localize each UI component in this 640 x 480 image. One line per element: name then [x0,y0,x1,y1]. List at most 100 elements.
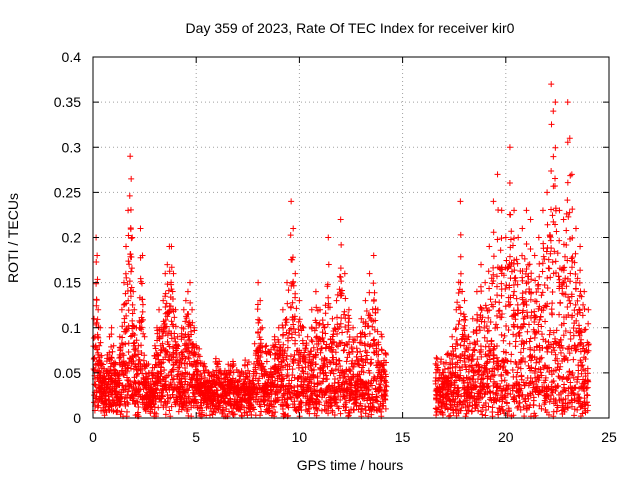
data-point [162,411,169,418]
data-point [212,355,219,362]
data-point [369,323,376,330]
data-point [288,303,295,310]
data-point [490,346,497,353]
data-point [486,243,493,250]
data-point [163,404,170,411]
data-point [159,332,166,339]
data-point [515,381,522,388]
data-point [573,346,580,353]
data-point [266,394,273,401]
data-point [548,245,555,252]
data-point [541,281,548,288]
data-point [501,377,508,384]
data-point [575,373,582,380]
data-point [526,338,533,345]
data-point [293,305,300,312]
data-point [572,225,579,232]
data-point [306,410,313,417]
data-point [336,372,343,379]
data-point [503,400,510,407]
data-point [493,342,500,349]
data-point [198,375,205,382]
data-point [548,306,555,313]
data-point [503,369,510,376]
data-point [514,404,521,411]
data-point [564,197,571,204]
data-point [526,261,533,268]
data-point [454,385,461,392]
data-point [313,392,320,399]
data-point [517,385,524,392]
data-point [515,234,522,241]
data-point [192,398,199,405]
data-point [281,411,288,418]
data-point [503,257,510,264]
data-point [525,273,532,280]
data-point [109,348,116,355]
data-point [544,274,551,281]
data-point [494,395,501,402]
data-point [237,406,244,413]
data-point [133,398,140,405]
data-point [537,355,544,362]
data-point [293,392,300,399]
data-point [169,376,176,383]
data-point [372,397,379,404]
data-point [520,404,527,411]
data-point [127,287,134,294]
data-point [536,344,543,351]
data-point [495,308,502,315]
data-point [316,320,323,327]
data-point [485,403,492,410]
data-point [568,255,575,262]
data-point [187,328,194,335]
data-point [331,325,338,332]
data-point [170,366,177,373]
data-point [125,401,132,408]
data-point [302,393,309,400]
data-point [348,344,355,351]
data-point [466,394,473,401]
data-point [284,366,291,373]
data-point [458,405,465,412]
data-point [569,370,576,377]
data-point [499,364,506,371]
data-point [286,326,293,333]
data-point [506,407,513,414]
data-point [367,406,374,413]
data-point [545,256,552,263]
data-point [285,404,292,411]
data-point [335,393,342,400]
data-point [585,320,592,327]
data-point [531,347,538,354]
data-point [189,306,196,313]
data-point [297,403,304,410]
data-point [558,342,565,349]
data-point [544,345,551,352]
data-point [447,369,454,376]
data-point [281,350,288,357]
data-point [271,333,278,340]
data-point [337,320,344,327]
data-point [561,279,568,286]
data-point [528,276,535,283]
data-point [235,369,242,376]
data-point [334,314,341,321]
data-point [337,265,344,272]
data-point [374,398,381,405]
data-point [302,345,309,352]
data-point [490,352,497,359]
data-point [562,328,569,335]
data-point [230,411,237,418]
data-point [512,277,519,284]
data-point [554,355,561,362]
data-point [127,153,134,160]
data-point [335,357,342,364]
data-point [124,377,131,384]
data-point [522,358,529,365]
data-point [342,295,349,302]
data-point [575,367,582,374]
data-point [570,325,577,332]
data-point [373,347,380,354]
data-point [223,406,230,413]
